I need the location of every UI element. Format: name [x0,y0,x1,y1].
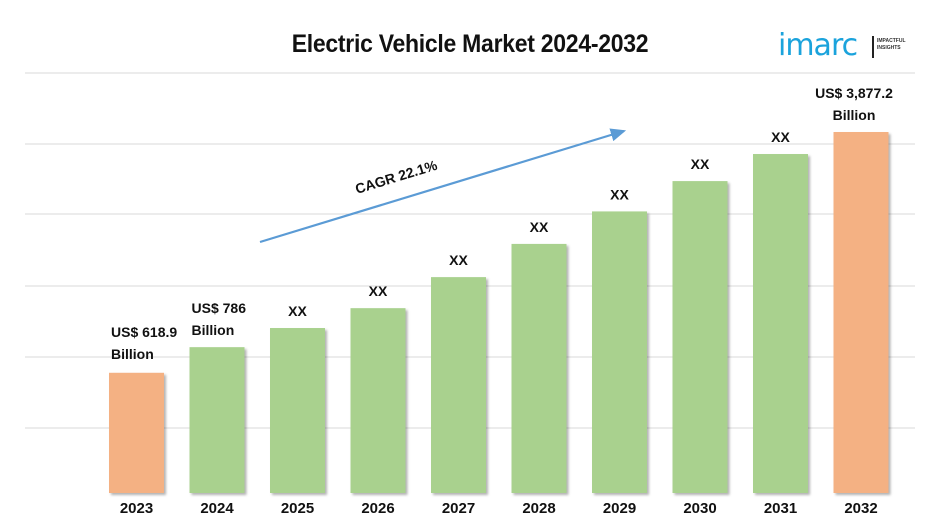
bar-2031 [753,154,808,493]
x-tick-2027: 2027 [442,500,475,517]
data-label-2024: US$ 786 [192,300,247,316]
data-label-2026: XX [369,283,388,299]
data-label-2023: Billion [111,346,154,362]
bar-2024 [189,347,245,493]
bar-2027 [431,277,486,493]
x-axis-ticks: 2023 2024 2025 2026 2027 2028 2029 2030 2031 2032 [120,500,878,517]
data-label-2032: US$ 3,877.2 [815,85,893,101]
bar-2030 [672,181,728,493]
data-label-2032: Billion [833,107,876,123]
data-label-2025: XX [288,303,307,319]
data-label-2028: XX [530,219,549,235]
x-tick-2024: 2024 [200,500,234,517]
bar-2025 [270,328,325,493]
logo-divider [872,36,874,58]
cagr-arrow [259,128,627,244]
data-labels: US$ 618.9 Billion US$ 786 Billion XX XX XX XX XX… [111,85,893,362]
logo-tagline: IMPACTFUL INSIGHTS [877,38,906,51]
x-tick-2031: 2031 [764,500,797,517]
bar-2029 [592,211,647,494]
x-tick-2030: 2030 [683,500,716,517]
data-label-2030: XX [691,156,710,172]
data-label-2031: XX [771,129,790,145]
x-tick-2026: 2026 [361,500,394,517]
data-label-2027: XX [449,252,468,268]
bar-2032 [833,132,889,493]
data-label-2023: US$ 618.9 [111,324,177,340]
data-label-2024: Billion [192,322,235,338]
bars [109,132,889,494]
data-label-2029: XX [610,186,629,202]
x-tick-2032: 2032 [844,500,877,517]
bar-2026 [350,308,406,493]
x-tick-2025: 2025 [281,500,314,517]
logo-text: imarc [778,28,858,63]
bar-2023 [109,372,164,493]
chart-title: Electric Vehicle Market 2024-2032 [291,30,649,58]
x-tick-2023: 2023 [120,500,153,517]
x-tick-2029: 2029 [603,500,636,517]
bar-2028 [511,243,567,493]
x-tick-2028: 2028 [522,500,555,517]
